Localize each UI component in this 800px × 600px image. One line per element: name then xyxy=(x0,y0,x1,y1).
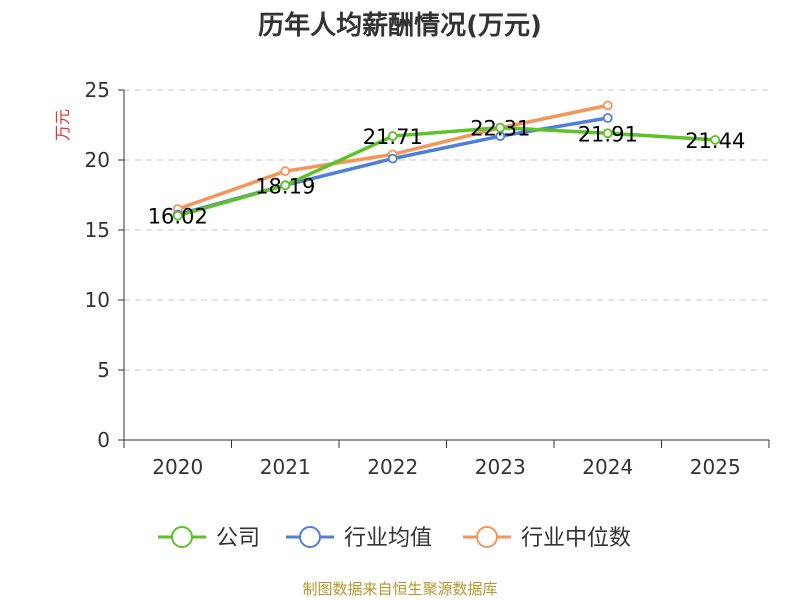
data-point xyxy=(602,128,613,139)
legend-item[interactable]: 公司 xyxy=(158,526,260,551)
data-labels: 16.02 18.19 21.71 22.31 21.91 21.44 xyxy=(148,117,746,229)
data-label: 21.91 xyxy=(578,122,638,146)
data-label: 16.02 xyxy=(148,205,208,229)
data-label: 18.19 xyxy=(255,174,315,198)
legend-label: 行业中位数 xyxy=(521,526,631,551)
x-tick-label: 2020 xyxy=(152,455,203,479)
y-tick-label: 25 xyxy=(85,78,110,102)
legend-label: 公司 xyxy=(216,526,260,551)
data-point xyxy=(387,153,398,164)
y-tick-label: 10 xyxy=(85,288,110,312)
series-line xyxy=(177,125,716,218)
data-point xyxy=(602,113,613,123)
data-point xyxy=(602,100,613,111)
source-note: 制图数据来自恒生聚源数据库 xyxy=(302,580,497,598)
x-tick-label: 2023 xyxy=(475,455,526,479)
data-point xyxy=(495,122,506,133)
grid-lines xyxy=(124,89,769,371)
legend-item[interactable]: 行业中位数 xyxy=(463,526,631,551)
y-tick-label: 5 xyxy=(97,358,110,382)
series-lines xyxy=(172,100,721,221)
data-label: 21.71 xyxy=(363,125,423,149)
data-point xyxy=(710,134,721,145)
legend-swatch-marker xyxy=(171,526,193,548)
data-point xyxy=(387,131,398,141)
x-tick-label: 2021 xyxy=(260,455,311,479)
data-point xyxy=(172,210,183,221)
x-tick-label: 2024 xyxy=(582,455,633,479)
data-point xyxy=(280,180,291,191)
data-label: 21.44 xyxy=(685,129,745,153)
data-point xyxy=(280,166,291,177)
y-axis-label: 万元 xyxy=(53,109,72,141)
y-tick-label: 15 xyxy=(85,218,110,242)
legend-item[interactable]: 行业均值 xyxy=(286,526,432,551)
chart-title: 历年人均薪酬情况(万元) xyxy=(258,10,542,41)
y-tick-label: 0 xyxy=(97,428,110,452)
legend-swatch-marker xyxy=(476,526,498,548)
x-tick-label: 2022 xyxy=(367,455,418,479)
legend-label: 行业均值 xyxy=(344,526,432,551)
x-tick-label: 2025 xyxy=(690,455,741,479)
data-label: 22.31 xyxy=(470,117,530,141)
y-tick-label: 20 xyxy=(85,148,110,172)
legend-swatch-marker xyxy=(299,526,321,548)
legend: 公司 行业均值 行业中位数 xyxy=(158,526,631,551)
